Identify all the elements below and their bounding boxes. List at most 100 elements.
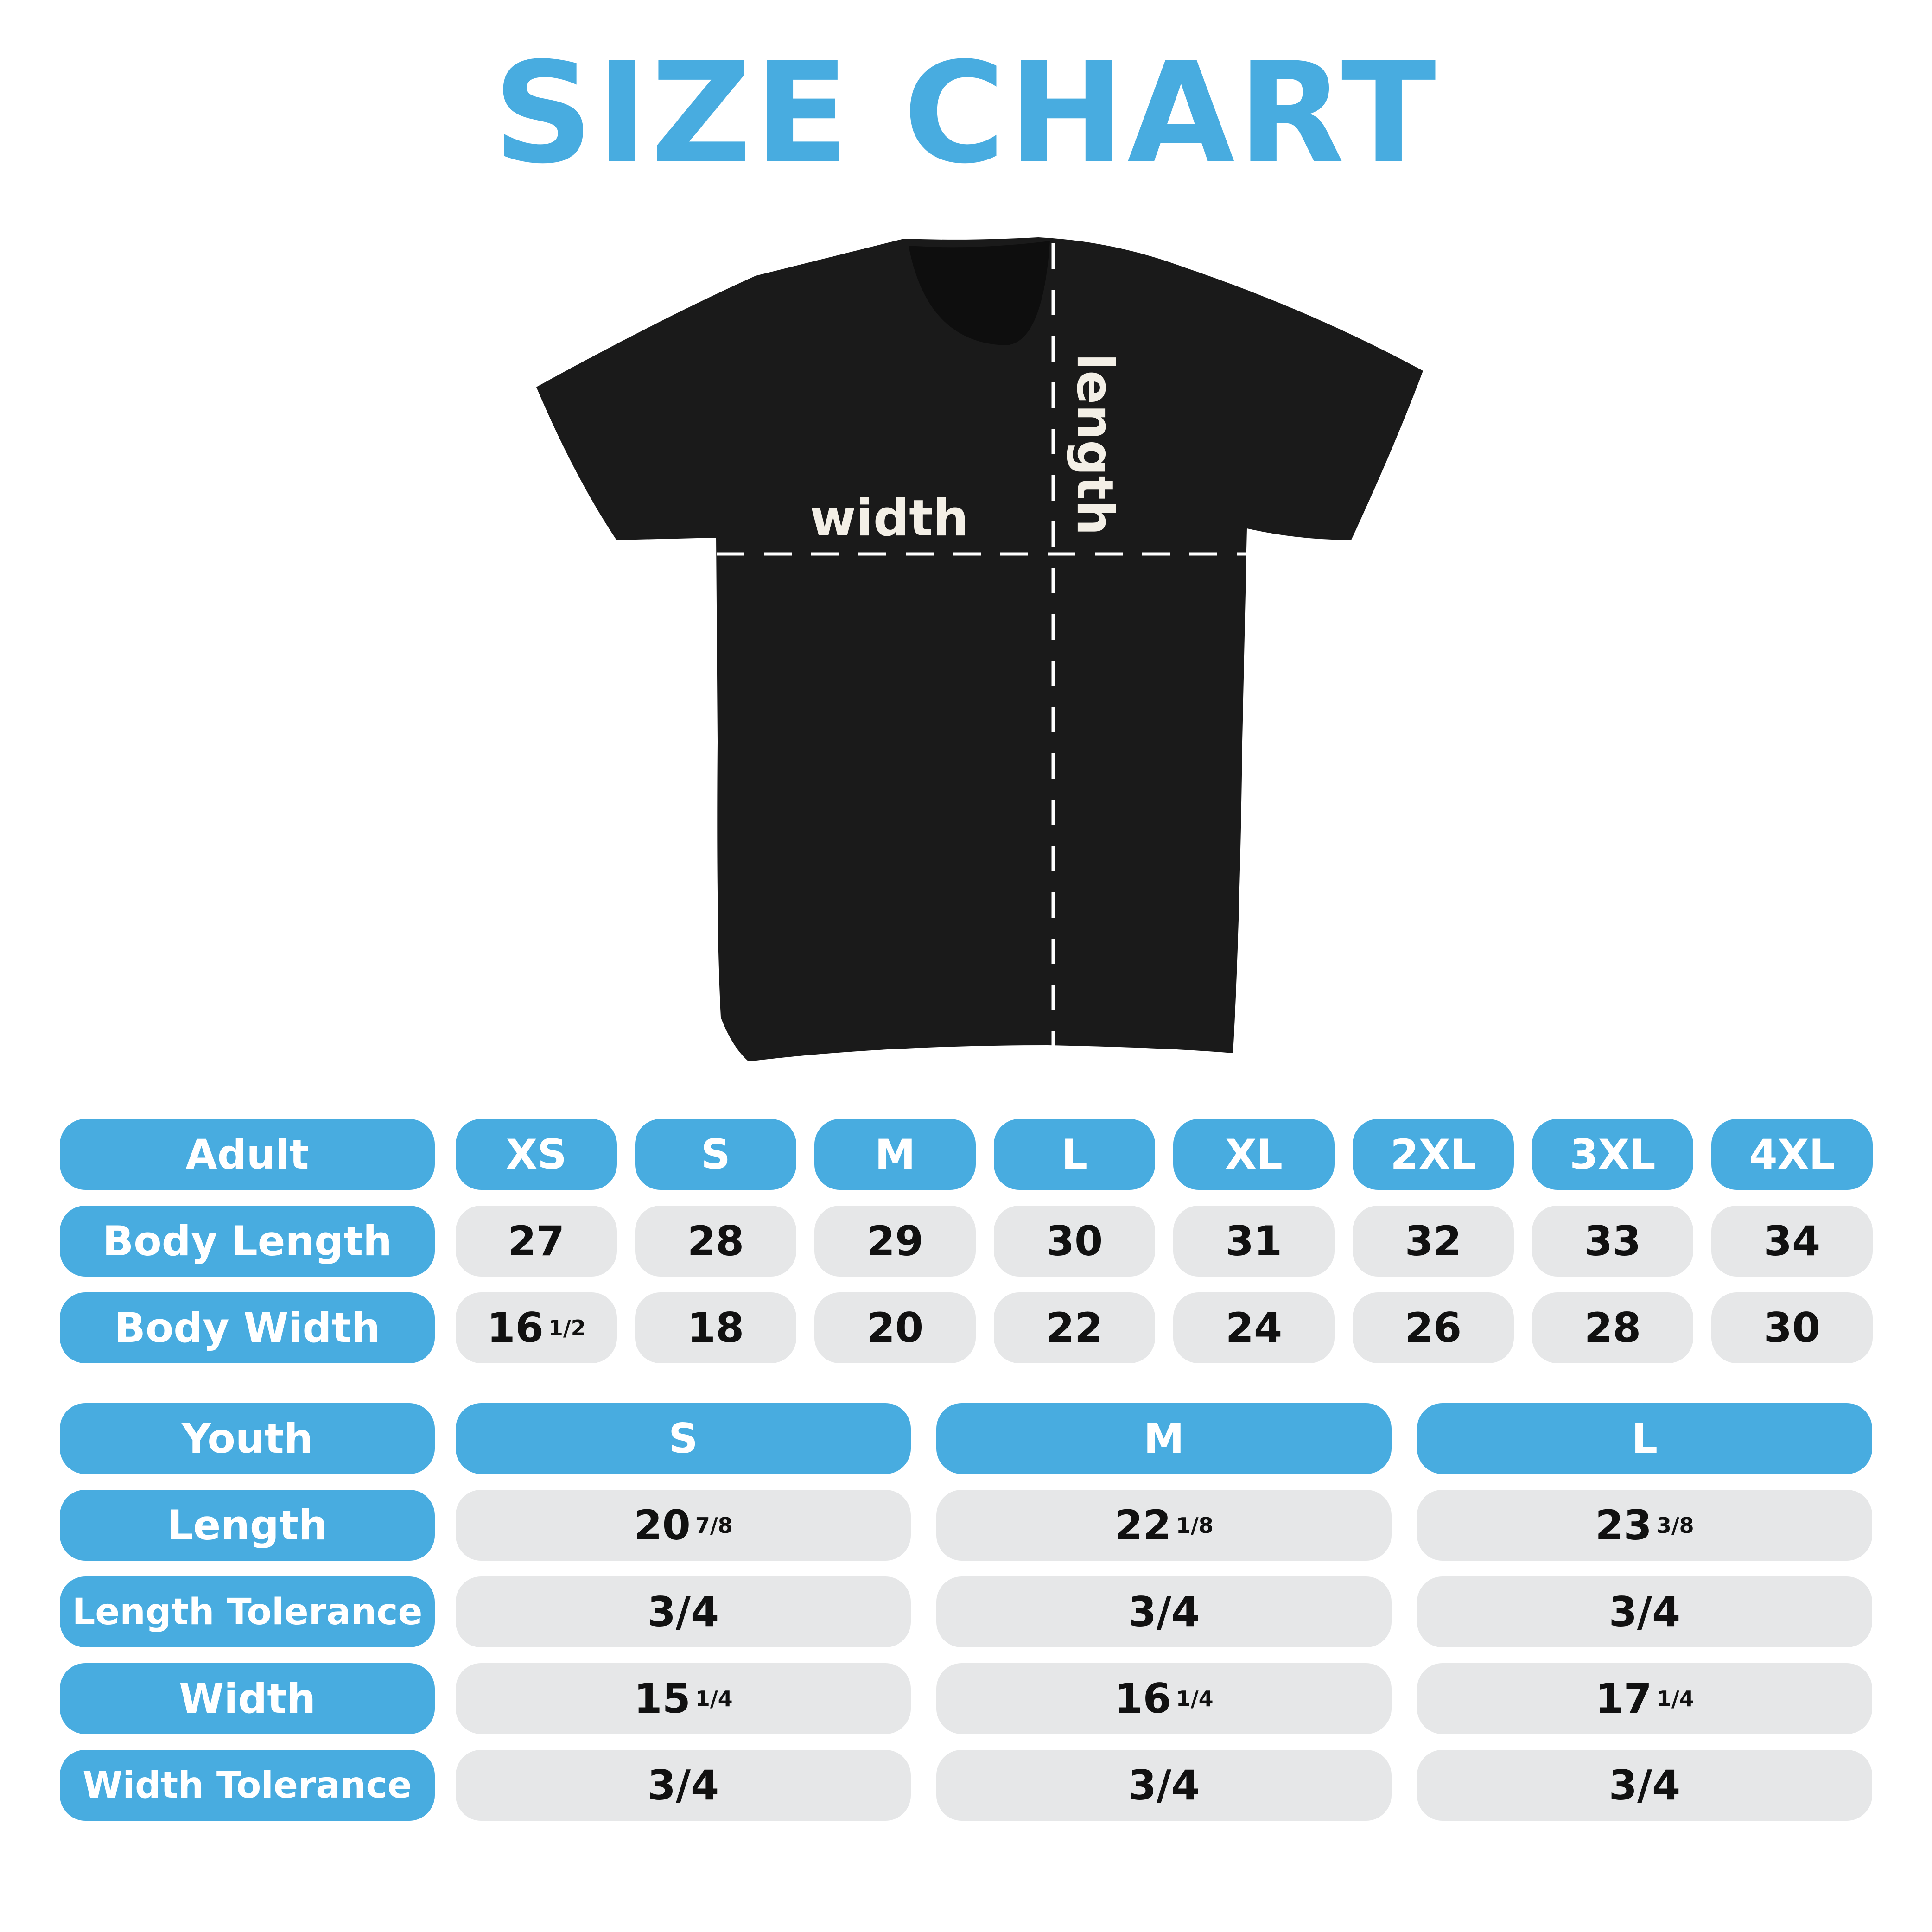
cell-fraction: 1/8 [1176, 1513, 1214, 1538]
cell-value: 20 [866, 1304, 924, 1352]
adult-size-header: 4XL [1711, 1119, 1873, 1190]
cell-value: 15 [634, 1675, 691, 1722]
cell-value: 3/4 [1128, 1588, 1200, 1636]
youth-row-label: Length [60, 1490, 435, 1561]
youth-cell: 3/4 [1417, 1576, 1872, 1647]
cell-value: S [701, 1131, 731, 1178]
adult-header: Adult [60, 1119, 435, 1190]
adult-cell: 30 [1711, 1292, 1873, 1363]
adult-cell: 31 [1173, 1206, 1335, 1277]
cell-value: 2XL [1390, 1131, 1476, 1178]
adult-cell: 34 [1711, 1206, 1873, 1277]
youth-cell: 16 1/4 [936, 1663, 1392, 1734]
cell-value: M [1144, 1415, 1184, 1462]
youth-row-label: Width Tolerance [60, 1750, 435, 1821]
adult-cell: 24 [1173, 1292, 1335, 1363]
adult-cell: 28 [635, 1206, 796, 1277]
cell-value: 26 [1405, 1304, 1462, 1352]
cell-fraction: 1/4 [1176, 1686, 1214, 1711]
youth-header: Youth [60, 1403, 435, 1474]
adult-cell: 32 [1353, 1206, 1514, 1277]
youth-size-header: M [936, 1403, 1392, 1474]
cell-fraction: 1/4 [695, 1686, 733, 1711]
cell-value: 23 [1595, 1501, 1652, 1549]
tshirt-shape [536, 237, 1423, 1061]
youth-row-label: Width [60, 1663, 435, 1734]
youth-cell: 3/4 [936, 1576, 1392, 1647]
cell-value: 34 [1763, 1217, 1821, 1265]
cell-fraction: 1/2 [548, 1315, 586, 1341]
cell-value: 28 [1584, 1304, 1641, 1352]
adult-cell: 26 [1353, 1292, 1514, 1363]
cell-value: 3/4 [647, 1588, 719, 1636]
cell-value: 29 [866, 1217, 924, 1265]
cell-value: 27 [508, 1217, 565, 1265]
page-title: SIZE CHART [493, 32, 1439, 194]
adult-cell: 28 [1532, 1292, 1693, 1363]
adult-cell: 33 [1532, 1206, 1693, 1277]
youth-cell: 15 1/4 [456, 1663, 911, 1734]
youth-cell: 20 7/8 [456, 1490, 911, 1561]
adult-cell: 18 [635, 1292, 796, 1363]
adult-size-header: XL [1173, 1119, 1335, 1190]
adult-size-header: XS [456, 1119, 617, 1190]
adult-cell: 16 1/2 [456, 1292, 617, 1363]
youth-size-header: L [1417, 1403, 1872, 1474]
youth-cell: 3/4 [936, 1750, 1392, 1821]
youth-row-label: Length Tolerance [60, 1576, 435, 1647]
youth-size-header: S [456, 1403, 911, 1474]
cell-value: Adult [185, 1131, 309, 1178]
cell-value: 3/4 [1608, 1761, 1681, 1809]
cell-value: Width [179, 1675, 316, 1722]
adult-size-header: L [994, 1119, 1155, 1190]
youth-cell: 22 1/8 [936, 1490, 1392, 1561]
cell-value: 32 [1405, 1217, 1462, 1265]
cell-value: 3/4 [1608, 1588, 1681, 1636]
cell-value: 18 [687, 1304, 744, 1352]
adult-cell: 22 [994, 1292, 1155, 1363]
youth-cell: 3/4 [456, 1576, 911, 1647]
adult-row-label: Body Width [60, 1292, 435, 1363]
cell-value: Youth [181, 1415, 313, 1462]
cell-value: 33 [1584, 1217, 1641, 1265]
adult-size-header: 3XL [1532, 1119, 1693, 1190]
cell-fraction: 7/8 [695, 1513, 733, 1538]
youth-cell: 3/4 [456, 1750, 911, 1821]
cell-value: L [1061, 1131, 1088, 1178]
cell-value: Body Length [102, 1217, 392, 1265]
adult-cell: 30 [994, 1206, 1155, 1277]
adult-cell: 20 [814, 1292, 976, 1363]
cell-value: 16 [1114, 1675, 1171, 1722]
cell-value: 4XL [1749, 1131, 1835, 1178]
cell-fraction: 1/4 [1656, 1686, 1694, 1711]
width-label: width [810, 489, 969, 547]
adult-size-header: S [635, 1119, 796, 1190]
cell-fraction: 3/8 [1656, 1513, 1694, 1538]
cell-value: 22 [1046, 1304, 1103, 1352]
cell-value: 16 [487, 1304, 544, 1352]
youth-cell: 3/4 [1417, 1750, 1872, 1821]
cell-value: 31 [1225, 1217, 1283, 1265]
cell-value: L [1631, 1415, 1658, 1462]
cell-value: 24 [1225, 1304, 1283, 1352]
tshirt-diagram: width length [536, 237, 1423, 1061]
adult-row-label: Body Length [60, 1206, 435, 1277]
youth-cell: 17 1/4 [1417, 1663, 1872, 1734]
collar-icon [909, 241, 1050, 345]
cell-value: Width Tolerance [83, 1764, 412, 1806]
cell-value: 17 [1595, 1675, 1652, 1722]
adult-cell: 29 [814, 1206, 976, 1277]
length-label: length [1066, 353, 1124, 535]
cell-value: 3/4 [1128, 1761, 1200, 1809]
cell-value: 30 [1763, 1304, 1821, 1352]
cell-value: S [668, 1415, 698, 1462]
youth-cell: 23 3/8 [1417, 1490, 1872, 1561]
cell-value: 22 [1114, 1501, 1171, 1549]
cell-value: Body Width [114, 1304, 381, 1352]
cell-value: Length [167, 1501, 328, 1549]
cell-value: 28 [687, 1217, 744, 1265]
cell-value: 30 [1046, 1217, 1103, 1265]
adult-size-header: M [814, 1119, 976, 1190]
cell-value: XS [506, 1131, 567, 1178]
cell-value: 3XL [1570, 1131, 1656, 1178]
